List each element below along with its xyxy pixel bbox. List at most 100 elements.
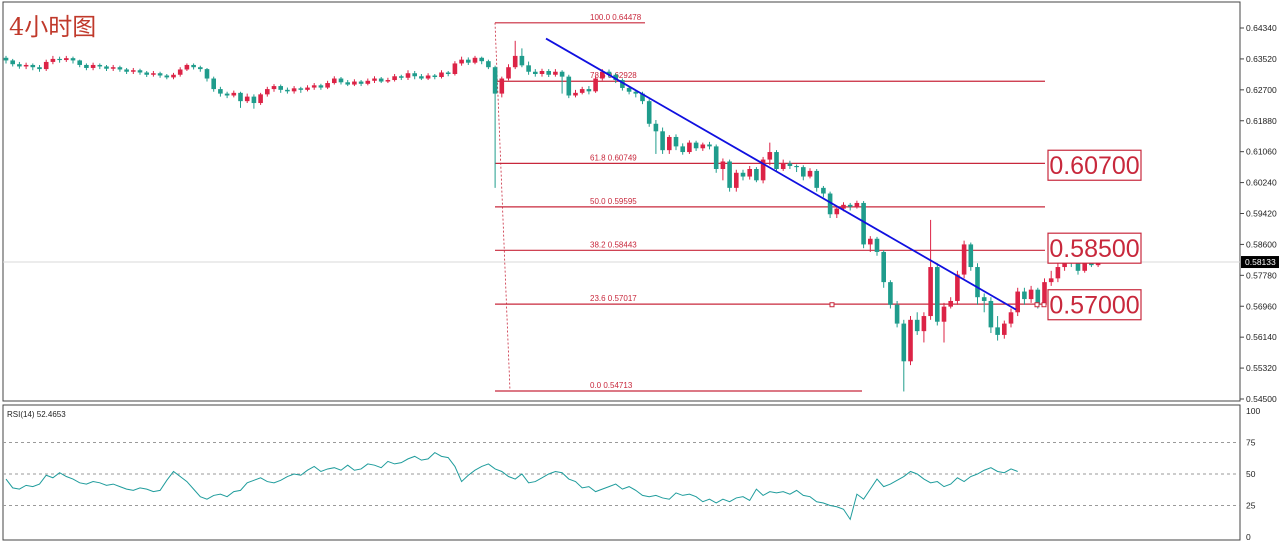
bull-candle-body — [231, 92, 237, 96]
bear-candle-body — [519, 55, 525, 66]
bear-candle-body — [620, 80, 625, 88]
bear-candle-body — [492, 67, 498, 94]
price-tick-label: 0.59420 — [1246, 209, 1277, 219]
current-price-label: 0.58133 — [1245, 257, 1276, 267]
bull-candle-body — [667, 136, 672, 151]
bear-candle-body — [164, 75, 170, 78]
bear-candle-body — [445, 72, 451, 74]
bear-candle-body — [801, 167, 806, 177]
rsi-tick-label: 75 — [1246, 438, 1256, 448]
bull-candle-body — [1015, 291, 1020, 313]
bear-candle-body — [412, 73, 417, 77]
rsi-title: RSI(14) 52.4653 — [7, 410, 66, 419]
bull-candle-body — [908, 319, 913, 362]
bull-candle-body — [43, 61, 49, 70]
bull-candle-body — [177, 69, 183, 75]
bear-candle-body — [1075, 263, 1081, 271]
bear-candle-body — [814, 170, 819, 188]
bear-candle-body — [995, 327, 1000, 335]
bear-candle-body — [740, 172, 746, 177]
bull-candle-body — [258, 94, 263, 104]
bear-candle-body — [17, 64, 22, 67]
bear-candle-body — [821, 187, 826, 194]
trendline-group — [545, 37, 1017, 311]
bear-candle-body — [586, 89, 592, 92]
bear-candle-body — [827, 193, 833, 215]
rsi-panel-frame — [2, 404, 1241, 541]
price-tick-label: 0.61060 — [1246, 147, 1277, 157]
bull-candle-body — [941, 306, 947, 322]
bear-candle-body — [486, 61, 491, 68]
bear-candle-body — [559, 71, 565, 77]
bull-candle-body — [90, 64, 96, 68]
candlesticks — [3, 40, 1101, 392]
bear-candle-body — [251, 96, 257, 104]
bear-candle-body — [117, 67, 123, 70]
bull-candle-body — [131, 70, 136, 72]
bull-candle-body — [780, 163, 786, 170]
bull-candle-body — [311, 85, 317, 88]
key-levels: 0.60700 0.58500 0.57000 — [829, 149, 1142, 321]
bear-candle-body — [479, 57, 484, 62]
bear-candle-body — [894, 304, 900, 324]
bull-candle-body — [332, 78, 337, 84]
bear-candle-body — [874, 238, 880, 252]
bull-candle-body — [961, 244, 967, 275]
bull-candle-body — [425, 75, 431, 79]
bear-candle-body — [526, 65, 531, 72]
bull-candle-body — [171, 74, 176, 78]
bear-candle-body — [901, 323, 907, 362]
bull-candle-body — [747, 169, 752, 177]
fib-level-label: 50.0 0.59595 — [590, 197, 637, 206]
bear-candle-body — [794, 165, 799, 168]
bear-candle-body — [754, 169, 759, 181]
bear-candle-body — [935, 267, 940, 322]
price-tick-label: 0.54500 — [1246, 394, 1277, 404]
bull-candle-body — [265, 89, 270, 95]
bull-candle-body — [405, 73, 411, 78]
bear-candle-body — [37, 67, 42, 70]
bull-candle-body — [50, 58, 56, 62]
bull-candle-body — [573, 92, 578, 96]
key-level-label: 0.57000 — [1049, 292, 1139, 320]
bull-candle-body — [392, 76, 397, 81]
bear-candle-body — [77, 60, 82, 65]
bear-candle-body — [298, 88, 304, 90]
bull-candle-body — [459, 59, 464, 64]
bull-candle-body — [365, 80, 371, 84]
bear-candle-body — [606, 71, 612, 75]
bear-candle-body — [1035, 289, 1041, 305]
price-tick-label: 0.62700 — [1246, 85, 1277, 95]
bear-candle-body — [981, 297, 987, 301]
bear-candle-body — [238, 92, 243, 102]
bear-candle-body — [345, 82, 350, 85]
bull-candle-body — [841, 204, 846, 209]
rsi-line-group — [5, 451, 1018, 521]
bear-candle-body — [358, 81, 364, 84]
bull-candle-body — [385, 80, 391, 82]
bull-candle-body — [499, 78, 505, 94]
bear-candle-body — [613, 74, 618, 81]
bear-candle-body — [727, 161, 732, 188]
bull-candle-body — [1055, 267, 1061, 279]
fib-level-label: 61.8 0.60749 — [590, 153, 637, 162]
bear-candle-body — [653, 123, 659, 132]
bull-candle-body — [506, 67, 511, 79]
bull-candle-body — [452, 63, 458, 74]
bear-candle-body — [144, 72, 149, 75]
bear-candle-body — [104, 66, 109, 69]
bull-candle-body — [23, 64, 29, 67]
bear-candle-body — [10, 60, 15, 65]
level-marker — [1041, 302, 1047, 308]
bull-candle-body — [734, 172, 739, 188]
bear-candle-body — [378, 78, 384, 82]
bear-candle-body — [546, 70, 551, 75]
bear-candle-body — [787, 163, 793, 166]
bull-candle-body — [151, 73, 156, 75]
bull-candle-body — [1028, 289, 1034, 300]
bear-candle-body — [224, 93, 230, 96]
bear-candle-body — [97, 64, 103, 67]
rsi-tick-label: 100 — [1246, 406, 1260, 416]
